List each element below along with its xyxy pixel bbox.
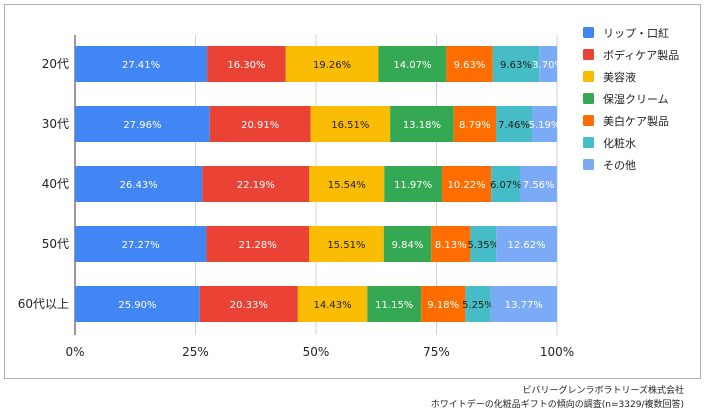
bar-segment: [539, 46, 557, 82]
legend-label: その他: [603, 159, 636, 172]
x-tick-label: 50%: [303, 345, 330, 359]
bar-segment: [199, 286, 298, 322]
bar-segment: [367, 286, 422, 322]
bar-segment: [75, 226, 207, 262]
bar-segment: [310, 106, 391, 142]
data-label: 15.51%: [327, 240, 365, 251]
legend-label: 化粧水: [603, 136, 636, 150]
bar-segment: [490, 286, 558, 322]
bar-segment: [531, 106, 557, 142]
data-label: 9.63%: [454, 60, 486, 71]
legend-swatch: [583, 115, 594, 126]
bar-segment: [496, 226, 557, 262]
data-label: 9.63%: [500, 60, 532, 71]
x-tick-label: 25%: [182, 345, 209, 359]
bar-segment: [520, 166, 557, 202]
bar-segment: [75, 46, 208, 82]
legend-label: 保湿クリーム: [603, 92, 669, 106]
bar-segment: [465, 286, 491, 322]
data-label: 8.13%: [435, 240, 467, 251]
bar-segment: [390, 106, 454, 142]
bar-segment: [492, 46, 540, 82]
stacked-bar-chart: 0% 25% 50% 75% 100% 20代 27.41% 16.30% 19.26% 14.0…: [18, 27, 679, 359]
legend-swatch: [583, 93, 594, 104]
x-tick-label: 75%: [423, 345, 450, 359]
data-label: 8.79%: [459, 120, 491, 131]
data-label: 10.22%: [448, 180, 486, 191]
legend-swatch: [583, 49, 594, 60]
data-label: 16.30%: [227, 60, 265, 71]
bar-segment: [496, 106, 532, 142]
x-tick-label: 0%: [65, 345, 84, 359]
bar-segment: [209, 106, 311, 142]
data-label: 5.19%: [529, 120, 561, 131]
legend-swatch: [583, 71, 594, 82]
data-label: 5.25%: [462, 300, 494, 311]
bar-segment: [378, 46, 447, 82]
bar-segment: [202, 166, 310, 202]
bar-segment: [75, 286, 200, 322]
bar-segment: [431, 226, 471, 262]
data-label: 27.27%: [122, 240, 160, 251]
y-category-label: 30代: [42, 117, 69, 131]
data-label: 13.77%: [505, 300, 543, 311]
data-label: 12.62%: [508, 240, 546, 251]
data-label: 25.90%: [118, 300, 156, 311]
data-label: 20.91%: [241, 120, 279, 131]
source-organization: ビバリーグレンラボラトリーズ株式会社: [522, 386, 684, 396]
data-label: 14.43%: [314, 300, 352, 311]
data-label: 11.97%: [394, 180, 432, 191]
legend-label: 美容液: [603, 70, 636, 84]
bar-segment: [75, 106, 210, 142]
bar-segment: [470, 226, 497, 262]
bar-segment: [384, 166, 442, 202]
legend-label: ボディケア製品: [603, 48, 679, 62]
y-category-label: 20代: [42, 57, 69, 71]
bar-segment: [285, 46, 379, 82]
bar-segment: [383, 226, 432, 262]
data-label: 11.15%: [375, 300, 413, 311]
legend-swatch: [583, 27, 594, 38]
legend-swatch: [583, 159, 594, 170]
bar-segment: [309, 166, 385, 202]
data-label: 14.07%: [393, 60, 431, 71]
y-category-label: 40代: [42, 177, 69, 191]
legend-swatch: [583, 137, 594, 148]
data-label: 20.33%: [230, 300, 268, 311]
data-label: 21.28%: [239, 240, 277, 251]
y-category-label: 50代: [42, 237, 69, 251]
data-label: 7.46%: [498, 120, 530, 131]
data-label: 13.18%: [403, 120, 441, 131]
data-label: 27.96%: [123, 120, 161, 131]
chart-frame: 0% 25% 50% 75% 100% 20代 27.41% 16.30% 19.26% 14.0…: [4, 4, 701, 379]
data-label: 26.43%: [120, 180, 158, 191]
data-label: 6.07%: [490, 180, 522, 191]
data-label: 3.70%: [532, 60, 564, 71]
bar-segment: [309, 226, 384, 262]
data-label: 16.51%: [331, 120, 369, 131]
bar-segment: [446, 46, 493, 82]
data-label: 15.54%: [328, 180, 366, 191]
bar-segment: [453, 106, 497, 142]
data-label: 7.56%: [523, 180, 555, 191]
bar-segment: [75, 166, 203, 202]
bar-segment: [206, 226, 310, 262]
source-survey-note: ホワイトデーの化粧品ギフトの傾向の調査(n=3329/複数回答): [430, 400, 684, 410]
data-label: 27.41%: [122, 60, 160, 71]
data-label: 5.35%: [467, 240, 499, 251]
x-tick-label: 100%: [540, 345, 574, 359]
y-category-label: 60代以上: [18, 297, 69, 311]
legend-label: リップ・口紅: [603, 27, 669, 40]
data-label: 22.19%: [237, 180, 275, 191]
bar-segment: [491, 166, 521, 202]
bar-segment: [441, 166, 492, 202]
bar-segment: [421, 286, 466, 322]
data-label: 9.84%: [392, 240, 424, 251]
data-label: 9.18%: [427, 300, 459, 311]
bar-segment: [297, 286, 368, 322]
bar-segment: [207, 46, 286, 82]
legend-label: 美白ケア製品: [603, 114, 669, 128]
data-label: 19.26%: [313, 60, 351, 71]
